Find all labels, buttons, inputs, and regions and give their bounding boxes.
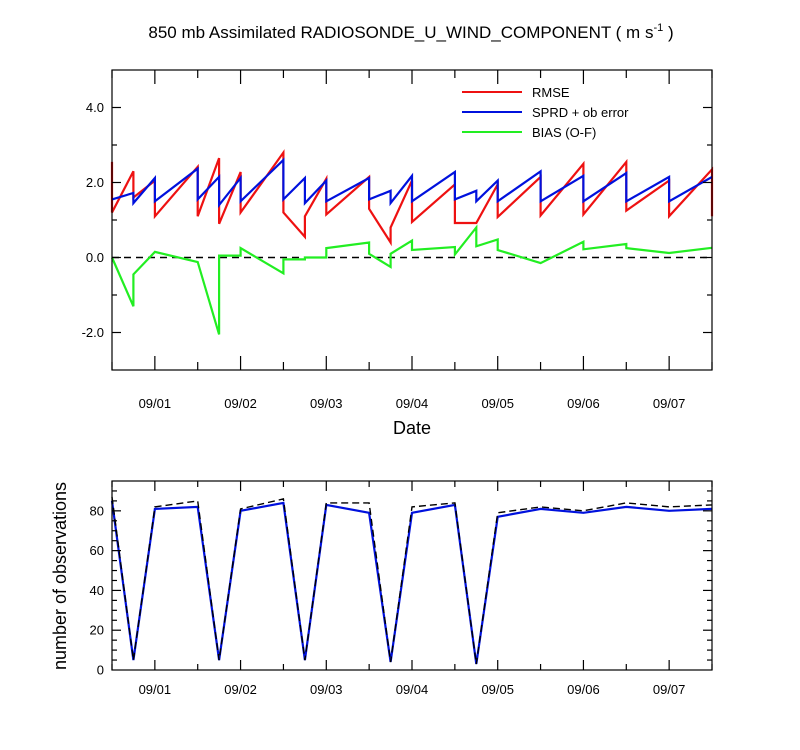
top-x-tick-label: 09/04 <box>396 396 429 411</box>
bottom-x-tick-label: 09/02 <box>224 682 257 697</box>
bottom-x-tick-label: 09/07 <box>653 682 686 697</box>
top-x-tick-label: 09/02 <box>224 396 257 411</box>
top-y-tick-label: 0.0 <box>86 250 104 265</box>
top-axes-group: 09/01 09/02 09/03 09/04 09/05 09/06 09/07 -2.0 0… <box>82 69 713 411</box>
legend: RMSE SPRD + ob error BIAS (O-F) <box>462 85 629 140</box>
bottom-x-tick-label: 09/04 <box>396 682 429 697</box>
top-panel: 09/01 09/02 09/03 09/04 09/05 09/06 09/07 -2.0 0… <box>82 69 714 438</box>
bottom-x-tick-label: 09/06 <box>567 682 600 697</box>
bottom-series-observations-total <box>111 496 713 665</box>
bottom-series-observations-assimilated <box>110 500 713 665</box>
legend-label-2: BIAS (O-F) <box>532 125 596 140</box>
bottom-axes-group: 09/01 09/02 09/03 09/04 09/05 09/06 09/07 0 20 40… <box>90 480 713 697</box>
y-axis-label: number of observations <box>50 482 70 670</box>
bottom-panel: 09/01 09/02 09/03 09/04 09/05 09/06 09/07 0 20 40… <box>50 480 713 697</box>
bottom-x-tick-label: 09/03 <box>310 682 343 697</box>
top-x-tick-label: 09/03 <box>310 396 343 411</box>
bottom-y-tick-label: 0 <box>97 663 104 678</box>
bottom-y-tick-label: 60 <box>90 543 104 558</box>
top-y-tick-label: 2.0 <box>86 175 104 190</box>
top-series-bias-o-f <box>110 224 713 335</box>
x-axis-label: Date <box>393 418 431 438</box>
top-series-group <box>110 149 714 335</box>
bottom-series-group <box>110 496 713 665</box>
top-y-tick-label: 4.0 <box>86 100 104 115</box>
top-x-tick-label: 09/01 <box>139 396 172 411</box>
bottom-x-tick-label: 09/05 <box>481 682 514 697</box>
top-x-tick-label: 09/07 <box>653 396 686 411</box>
legend-label-1: SPRD + ob error <box>532 105 629 120</box>
top-y-tick-label: -2.0 <box>82 325 104 340</box>
bottom-y-tick-label: 40 <box>90 583 104 598</box>
chart-title: 850 mb Assimilated RADIOSONDE_U_WIND_COM… <box>148 22 673 42</box>
top-x-tick-label: 09/06 <box>567 396 600 411</box>
legend-label-0: RMSE <box>532 85 570 100</box>
bottom-y-tick-label: 80 <box>90 503 104 518</box>
bottom-y-tick-label: 20 <box>90 623 104 638</box>
bottom-x-tick-label: 09/01 <box>139 682 172 697</box>
top-x-tick-label: 09/05 <box>481 396 514 411</box>
top-series-sprd-ob-error <box>111 157 713 209</box>
